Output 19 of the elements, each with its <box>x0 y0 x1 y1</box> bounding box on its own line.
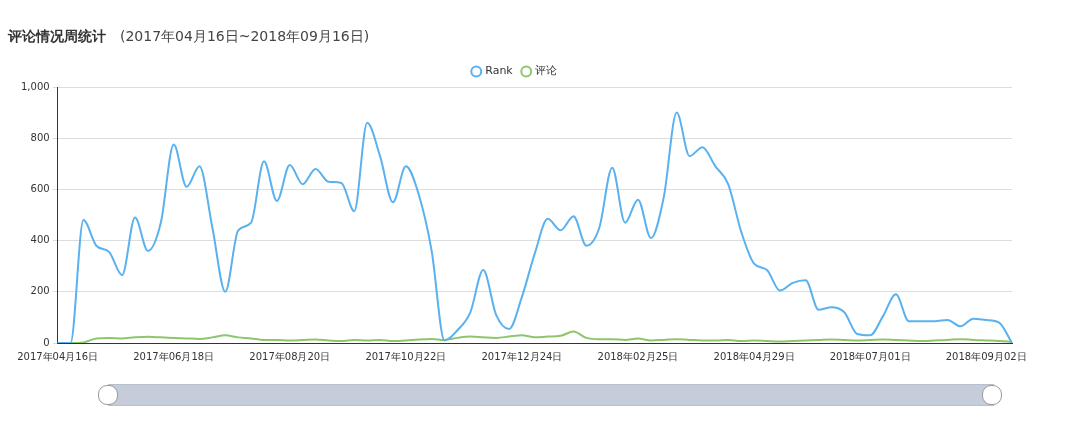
x-tick-label: 2017年10月22日 <box>365 350 447 362</box>
x-tick-label: 2017年08月20日 <box>249 350 331 362</box>
y-tick-label: 200 <box>30 285 50 297</box>
y-tick-label: 800 <box>30 131 50 143</box>
y-tick-label: 1,000 <box>20 80 50 92</box>
chart-subtitle: (2017年04月16日~2018年09月16日) <box>120 28 370 44</box>
chart-title: 评论情况周统计 <box>8 28 106 44</box>
x-tick-label: 2018年02月25日 <box>597 350 679 362</box>
x-tick-label: 2017年04月16日 <box>17 350 99 362</box>
y-tick-label: 600 <box>30 182 50 194</box>
x-tick-label: 2018年04月29日 <box>713 350 795 362</box>
x-tick-label: 2017年06月18日 <box>133 350 215 362</box>
y-tick-label: 400 <box>30 234 50 246</box>
x-tick-label: 2018年09月02日 <box>945 350 1027 362</box>
legend-label: Rank <box>485 64 514 78</box>
legend-label: 评论 <box>535 64 558 78</box>
x-tick-label: 2017年12月24日 <box>481 350 563 362</box>
x-tick-label: 2018年07月01日 <box>829 350 911 362</box>
y-tick-label: 0 <box>43 336 50 348</box>
